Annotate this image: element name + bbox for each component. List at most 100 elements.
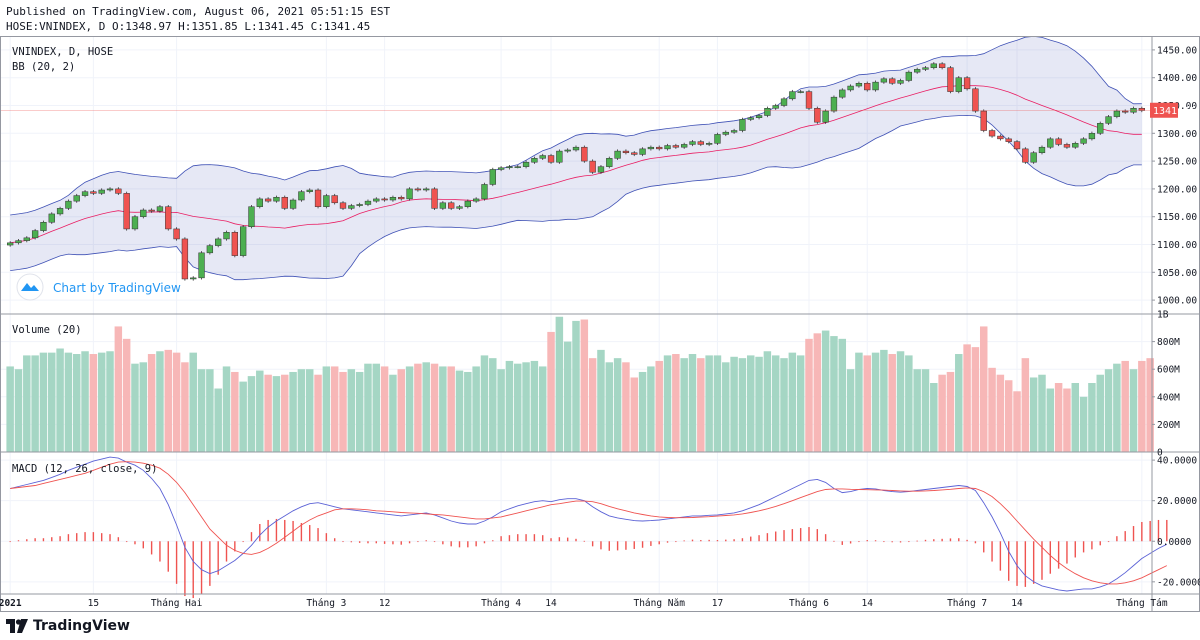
macd-histogram-bar [42,538,45,542]
candle [531,156,538,164]
macd-histogram-bar [833,540,835,542]
candle [123,191,130,231]
volume-bar [264,374,272,452]
volume-bar [747,355,755,452]
candle-body [181,238,189,280]
macd-pane[interactable] [9,456,1168,599]
volume-bar [355,371,364,452]
volume-bar [314,374,322,452]
volume-bar [455,370,464,452]
footer-brand: TradingView [33,618,130,634]
volume-bar [705,355,713,452]
x-axis-label: 14 [1011,598,1023,609]
candle-body [614,150,621,159]
candle-body [497,167,505,170]
candle-body [730,130,738,133]
candle [215,237,222,248]
candle [106,187,114,192]
macd-histogram-bar [134,541,136,545]
macd-histogram-bar [275,518,278,542]
macd-axis-tick-label: 20.0000 [1157,496,1197,507]
candle-body [889,78,896,84]
footer[interactable]: TradingView [6,616,130,636]
volume-bar [239,381,247,452]
candle-body [997,135,1004,140]
macd-histogram-bar [1141,521,1143,542]
candle-body [456,206,463,209]
price-pane[interactable] [0,36,1152,281]
candle [606,156,613,169]
macd-histogram-bar [284,519,286,542]
macd-histogram-bar [100,533,103,542]
volume-bar [1013,391,1021,452]
volume-bar [489,358,497,452]
candle [855,81,863,88]
macd-histogram-bar [575,538,577,542]
candle-body [289,199,297,209]
x-axis-label: 14 [862,598,874,609]
macd-histogram-bar [475,541,477,547]
candle-body [814,108,821,123]
chart-frame[interactable]: 1000.00 1050.00 1100.00 1150.00 1200.00 1250.… [0,36,1200,612]
macd-pane-title: MACD (12, 26, close, 9) [12,463,157,475]
candle-body [1022,148,1029,163]
volume-axis-tick-label: 800M [1157,337,1180,348]
candle [930,62,937,70]
volume-bar [89,354,98,452]
candle-body [165,206,172,230]
volume-pane[interactable] [6,316,1154,452]
candle [889,77,896,85]
volume-bar [414,363,422,452]
tradingview-cloud-glyph [21,283,39,291]
macd-axis-tick-label: 40.0000 [1157,456,1197,467]
candle [131,215,139,231]
macd-histogram-bar [733,539,735,542]
last-price-text: 1341.45 [1153,106,1195,117]
candle-body [1113,110,1121,117]
volume-bar [896,351,905,452]
x-axis-label: Tháng Hai [151,598,203,609]
candle [730,128,738,134]
candle-body [364,200,372,205]
candle [98,188,105,196]
macd-histogram-bar [34,538,36,542]
candle-body [223,232,230,240]
x-axis-label: 2021 [0,598,22,609]
candle [65,199,72,211]
volume-bar [730,356,738,452]
candle [739,117,746,133]
candle [373,197,380,203]
candle [364,199,372,207]
macd-histogram-bar [92,532,95,542]
macd-histogram-bar [1116,536,1118,542]
candle-body [622,150,630,154]
macd-histogram-bar [608,541,610,551]
macd-histogram-bar [142,541,144,549]
x-axis-label: 14 [545,598,557,609]
macd-histogram-bar [17,540,20,542]
candle [140,208,147,219]
candle-body [281,196,288,209]
candle [997,134,1004,141]
candle [564,148,571,153]
macd-signal-line [10,461,1167,585]
candle [264,197,272,203]
candle-body [231,232,238,256]
candle-body [631,152,638,155]
macd-histogram-bar [1091,541,1093,550]
candle-body [398,196,405,200]
candle [23,236,30,243]
candle [448,201,455,211]
candle [697,139,704,147]
macd-histogram-bar [375,541,377,544]
watermark[interactable]: Chart by TradingView [16,273,181,301]
volume-bar [14,369,23,452]
candle [314,188,322,209]
candle [273,195,280,203]
macd-histogram-bar [517,534,519,542]
candle [980,109,987,133]
candle [40,220,47,233]
macd-histogram-bar [167,541,169,572]
macd-histogram-bar [467,541,469,548]
volume-bar [72,354,81,452]
